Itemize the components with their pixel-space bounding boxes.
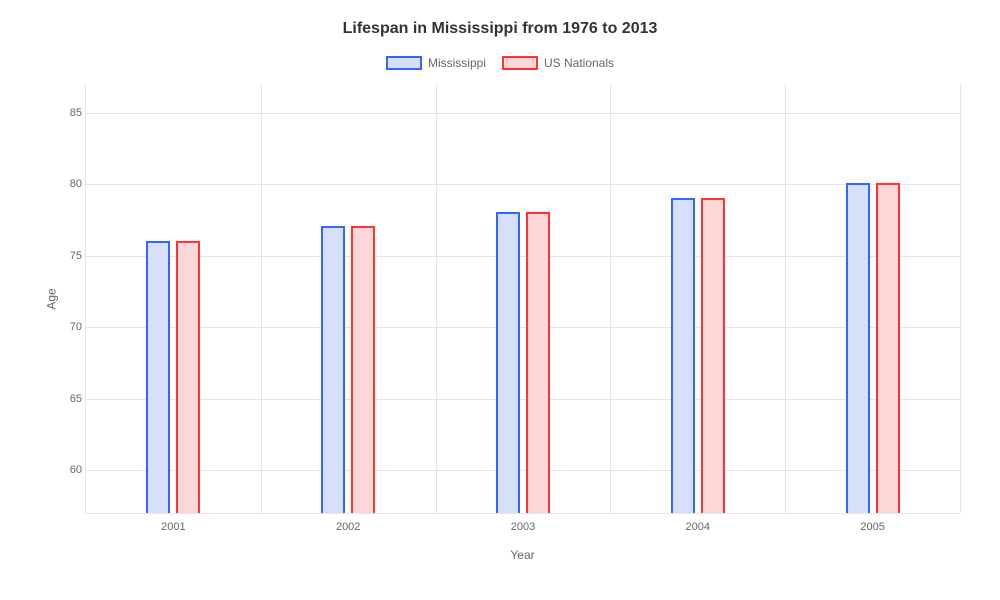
legend: Mississippi US Nationals: [30, 56, 970, 70]
gridline-v: [785, 84, 786, 513]
bar-group: [321, 226, 375, 513]
y-tick-label: 85: [56, 107, 82, 119]
x-tick-label: 2005: [860, 521, 884, 533]
plot-area: Age 60657075808520012002200320042005 Yea…: [85, 84, 960, 514]
y-tick-label: 80: [56, 178, 82, 190]
bar: [146, 241, 170, 513]
y-tick-label: 70: [56, 321, 82, 333]
legend-swatch-us-nationals: [502, 56, 538, 70]
bar-group: [496, 212, 550, 513]
legend-label-mississippi: Mississippi: [428, 56, 486, 70]
gridline-h: [86, 184, 960, 185]
bar: [526, 212, 550, 513]
x-tick-label: 2002: [336, 521, 360, 533]
bar-group: [146, 241, 200, 513]
chart-container: Lifespan in Mississippi from 1976 to 201…: [0, 0, 1000, 600]
legend-item-mississippi: Mississippi: [386, 56, 486, 70]
legend-item-us-nationals: US Nationals: [502, 56, 614, 70]
gridline-v: [261, 84, 262, 513]
y-tick-label: 60: [56, 464, 82, 476]
chart-title: Lifespan in Mississippi from 1976 to 201…: [30, 20, 970, 38]
x-tick-label: 2004: [686, 521, 710, 533]
y-tick-label: 75: [56, 250, 82, 262]
y-tick-label: 65: [56, 393, 82, 405]
bar-group: [671, 198, 725, 513]
legend-label-us-nationals: US Nationals: [544, 56, 614, 70]
bar-group: [846, 183, 900, 513]
y-axis-label: Age: [45, 288, 59, 309]
gridline-v: [960, 84, 961, 513]
bar: [321, 226, 345, 513]
bar: [351, 226, 375, 513]
x-tick-label: 2001: [161, 521, 185, 533]
plot: 60657075808520012002200320042005: [85, 84, 960, 514]
bar: [671, 198, 695, 513]
x-tick-label: 2003: [511, 521, 535, 533]
gridline-h: [86, 113, 960, 114]
bar: [496, 212, 520, 513]
bar: [876, 183, 900, 513]
bar: [846, 183, 870, 513]
gridline-v: [436, 84, 437, 513]
bar: [701, 198, 725, 513]
gridline-v: [610, 84, 611, 513]
legend-swatch-mississippi: [386, 56, 422, 70]
bar: [176, 241, 200, 513]
x-axis-label: Year: [85, 548, 960, 562]
